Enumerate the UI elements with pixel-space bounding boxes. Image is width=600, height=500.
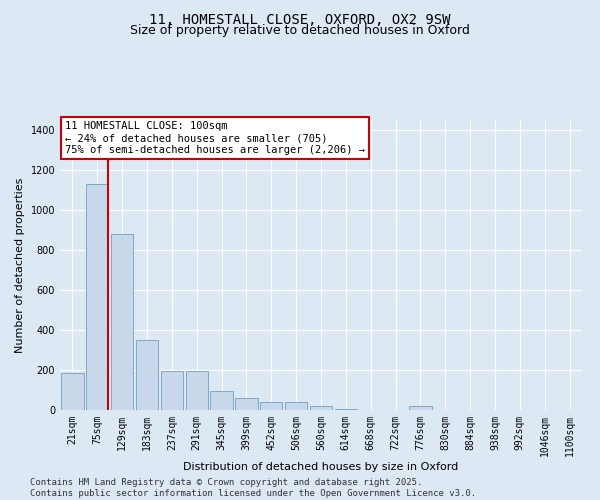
Y-axis label: Number of detached properties: Number of detached properties — [15, 178, 25, 352]
Bar — [260, 402, 283, 410]
Bar — [409, 406, 431, 410]
Bar — [310, 406, 332, 410]
Text: 11, HOMESTALL CLOSE, OXFORD, OX2 9SW: 11, HOMESTALL CLOSE, OXFORD, OX2 9SW — [149, 12, 451, 26]
Bar — [111, 234, 133, 410]
Bar — [335, 409, 357, 410]
Bar — [136, 340, 158, 410]
Bar — [235, 398, 257, 410]
Text: Contains HM Land Registry data © Crown copyright and database right 2025.
Contai: Contains HM Land Registry data © Crown c… — [30, 478, 476, 498]
Bar — [211, 391, 233, 410]
Bar — [161, 371, 183, 410]
Bar — [285, 402, 307, 410]
X-axis label: Distribution of detached houses by size in Oxford: Distribution of detached houses by size … — [184, 462, 458, 471]
Text: 11 HOMESTALL CLOSE: 100sqm
← 24% of detached houses are smaller (705)
75% of sem: 11 HOMESTALL CLOSE: 100sqm ← 24% of deta… — [65, 122, 365, 154]
Bar — [61, 373, 83, 410]
Text: Size of property relative to detached houses in Oxford: Size of property relative to detached ho… — [130, 24, 470, 37]
Bar — [86, 184, 109, 410]
Bar — [185, 371, 208, 410]
